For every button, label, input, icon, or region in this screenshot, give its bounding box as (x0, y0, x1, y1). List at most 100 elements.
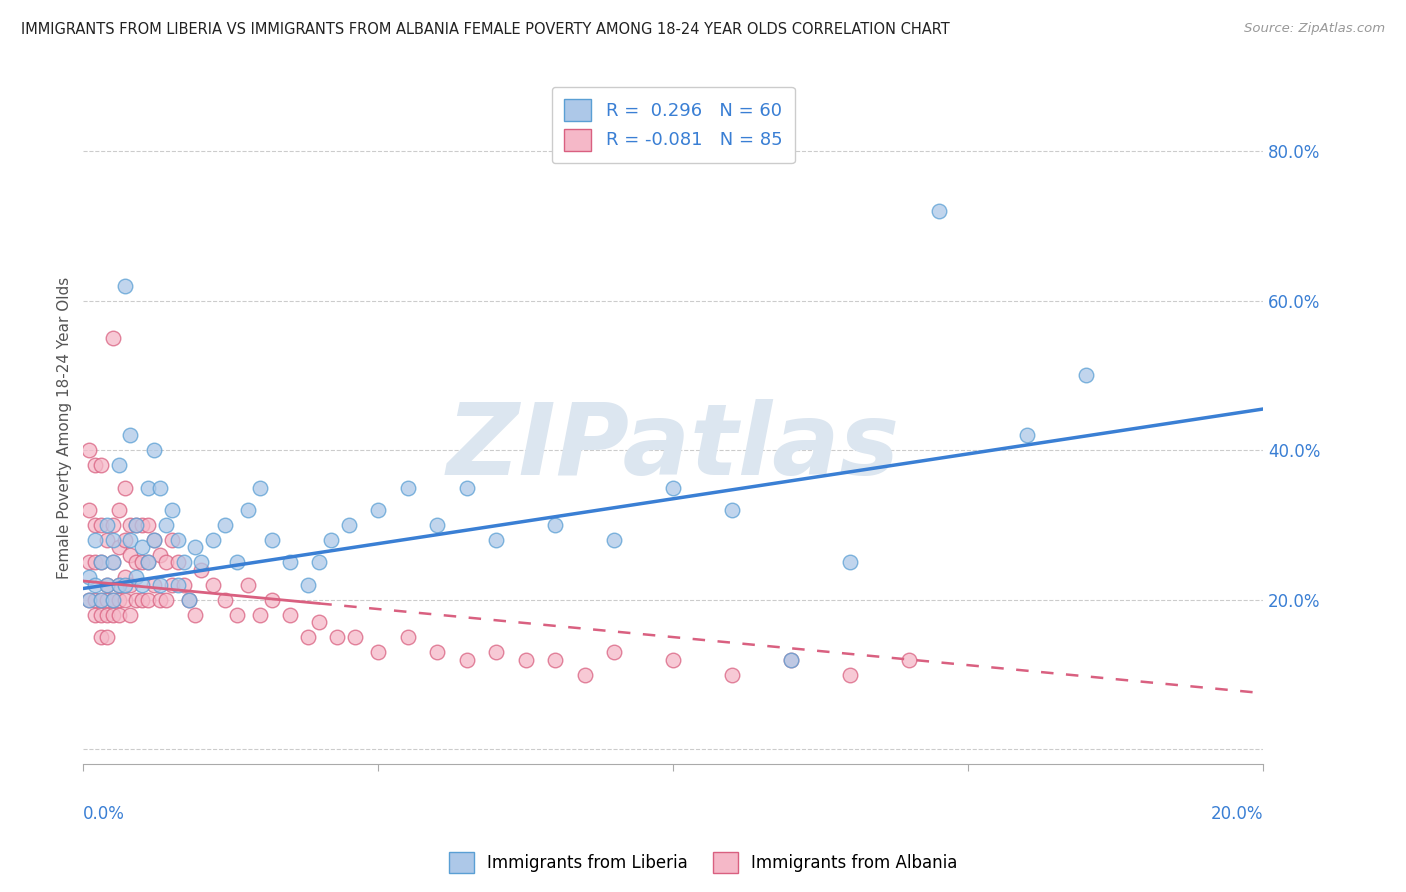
Point (456, 652, 478, 666)
Point (101, 533, 124, 547)
Point (662, 481, 685, 495)
Point (77, 592, 100, 607)
Point (114, 533, 136, 547)
Point (249, 607, 271, 622)
Point (297, 630, 319, 644)
Point (160, 578, 183, 592)
Point (485, 645, 508, 659)
Point (84, 517, 107, 532)
Point (426, 645, 449, 659)
Point (143, 533, 166, 547)
Point (136, 592, 159, 607)
Point (603, 645, 626, 659)
Point (120, 517, 142, 532)
Y-axis label: Female Poverty Among 18-24 Year Olds: Female Poverty Among 18-24 Year Olds (58, 277, 72, 579)
Point (101, 607, 124, 622)
Point (90, 592, 112, 607)
Point (155, 517, 177, 532)
Point (120, 548, 142, 562)
Point (120, 428, 142, 442)
Point (101, 331, 124, 345)
Point (179, 592, 201, 607)
Point (262, 592, 284, 607)
Point (839, 555, 862, 569)
Point (308, 555, 330, 569)
Point (131, 541, 153, 555)
Point (96, 592, 118, 607)
Point (90, 592, 112, 607)
Point (149, 481, 172, 495)
Point (143, 533, 166, 547)
Point (721, 667, 744, 681)
Point (114, 578, 136, 592)
Point (77, 570, 100, 584)
Point (202, 578, 225, 592)
Point (96, 517, 118, 532)
Text: 20.0%: 20.0% (1211, 805, 1264, 822)
Point (173, 555, 195, 569)
Point (120, 533, 142, 547)
Point (143, 443, 166, 458)
Point (238, 503, 260, 517)
Point (84, 533, 107, 547)
Point (131, 578, 153, 592)
Point (839, 667, 862, 681)
Point (190, 555, 212, 569)
Point (77, 592, 100, 607)
Point (114, 278, 136, 293)
Point (544, 652, 567, 666)
Point (367, 645, 389, 659)
Point (166, 555, 188, 569)
Point (120, 578, 142, 592)
Point (96, 630, 118, 644)
Point (249, 481, 271, 495)
Point (84, 592, 107, 607)
Point (149, 592, 172, 607)
Point (184, 607, 207, 622)
Point (77, 555, 100, 569)
Point (262, 533, 284, 547)
Point (125, 517, 148, 532)
Point (166, 533, 188, 547)
Point (319, 533, 342, 547)
Point (308, 615, 330, 629)
Point (101, 592, 124, 607)
Point (131, 592, 153, 607)
Point (603, 533, 626, 547)
Point (90, 517, 112, 532)
Point (125, 570, 148, 584)
Point (114, 592, 136, 607)
Point (367, 503, 389, 517)
Point (143, 578, 166, 592)
Point (84, 607, 107, 622)
Point (84, 555, 107, 569)
Point (84, 578, 107, 592)
Point (190, 563, 212, 577)
Point (107, 503, 129, 517)
Point (101, 555, 124, 569)
Point (173, 578, 195, 592)
Point (90, 630, 112, 644)
Point (780, 652, 803, 666)
Point (90, 555, 112, 569)
Point (96, 533, 118, 547)
Point (396, 481, 419, 495)
Point (101, 592, 124, 607)
Point (149, 548, 172, 562)
Legend: R =  0.296   N = 60, R = -0.081   N = 85: R = 0.296 N = 60, R = -0.081 N = 85 (551, 87, 794, 163)
Point (662, 652, 685, 666)
Point (107, 607, 129, 622)
Point (1017, 428, 1039, 442)
Point (84, 458, 107, 472)
Point (184, 541, 207, 555)
Point (278, 555, 301, 569)
Point (225, 607, 247, 622)
Point (426, 517, 449, 532)
Point (101, 555, 124, 569)
Point (149, 578, 172, 592)
Point (136, 555, 159, 569)
Text: ZIPatlas: ZIPatlas (447, 400, 900, 496)
Point (136, 517, 159, 532)
Legend: Immigrants from Liberia, Immigrants from Albania: Immigrants from Liberia, Immigrants from… (441, 846, 965, 880)
Point (485, 533, 508, 547)
